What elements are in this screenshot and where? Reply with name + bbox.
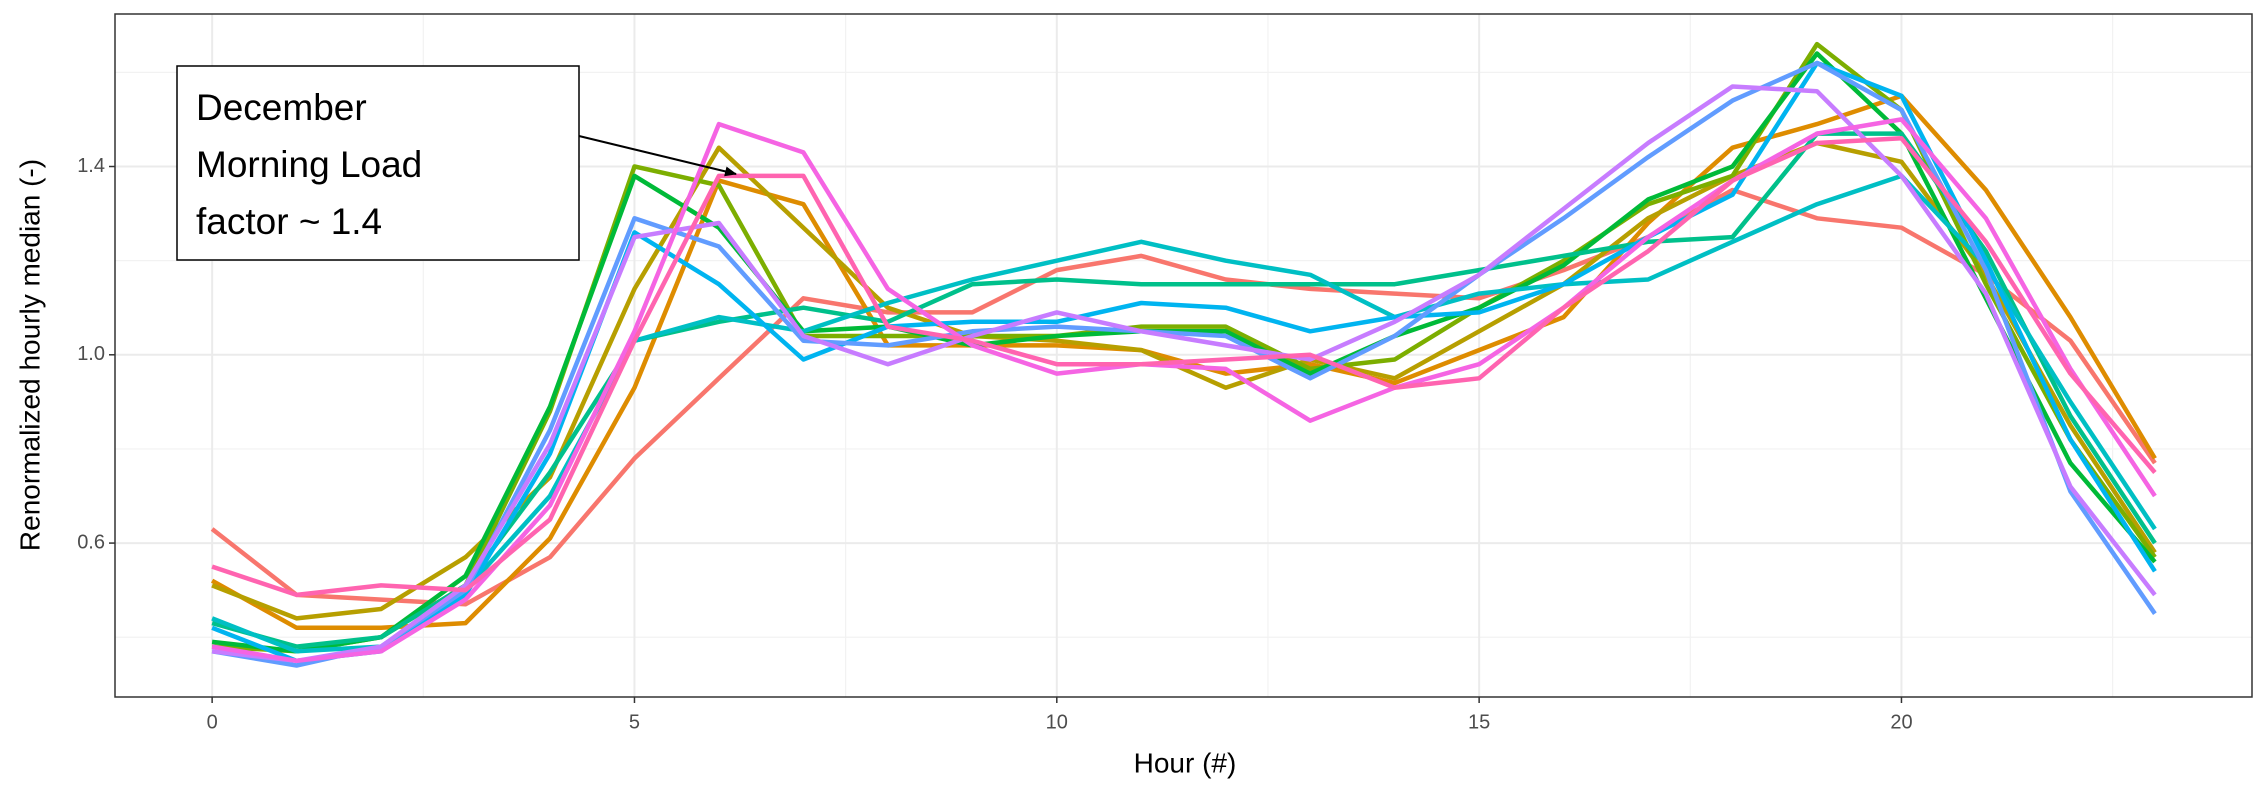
annotation-arrow	[578, 135, 737, 177]
series-line	[210, 187, 2157, 607]
y-tick-label: 1.0	[77, 343, 105, 365]
x-tick-label: 20	[1890, 711, 1912, 733]
annotation-line: factor ~ 1.4	[196, 201, 382, 242]
series-line	[211, 117, 2157, 664]
annotation: December Morning Load factor ~ 1.4	[176, 65, 737, 261]
annotation-box	[176, 65, 580, 261]
y-tick-label: 1.4	[77, 155, 105, 177]
annotation-line: December	[196, 87, 367, 128]
series-line	[211, 136, 2157, 598]
lines	[210, 41, 2157, 668]
series-line	[211, 173, 2157, 654]
series-line	[211, 41, 2157, 654]
x-tick-label: 0	[207, 711, 218, 733]
y-axis-title: Renormalized hourly median (-)	[14, 159, 45, 551]
x-tick-label: 5	[629, 711, 640, 733]
series-line	[211, 131, 2157, 649]
series-line	[211, 60, 2157, 668]
y-tick-label: 0.6	[77, 531, 105, 553]
x-tick-label: 15	[1468, 711, 1490, 733]
series-line	[211, 84, 2157, 664]
x-tick-label: 10	[1046, 711, 1068, 733]
annotation-line: Morning Load	[196, 144, 422, 185]
x-axis-title: Hour (#)	[1134, 747, 1237, 778]
